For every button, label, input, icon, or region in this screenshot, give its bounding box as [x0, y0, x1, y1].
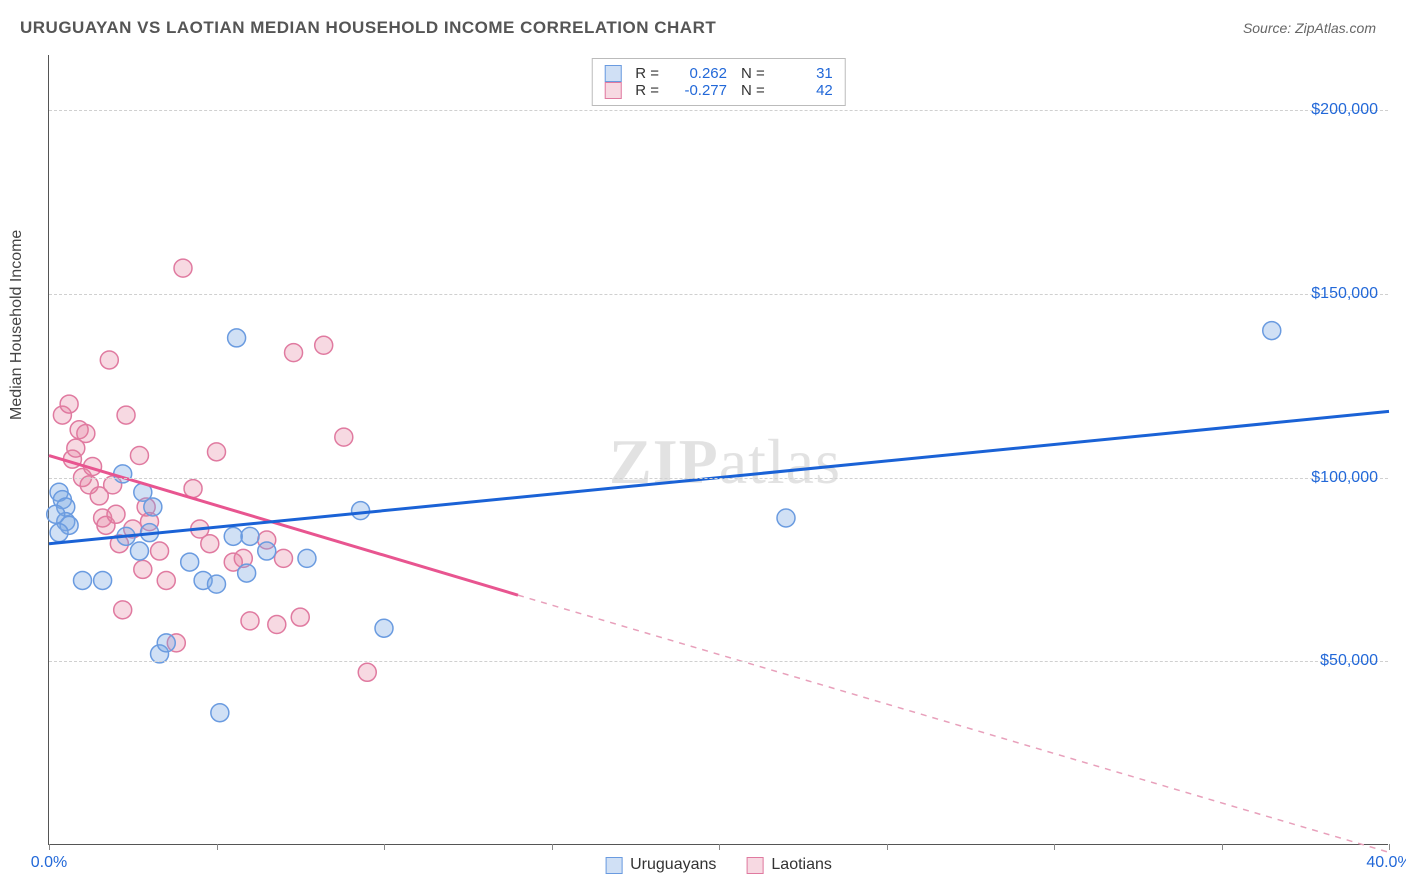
data-point [268, 616, 286, 634]
data-point [224, 527, 242, 545]
swatch-blue-icon [605, 857, 622, 874]
y-tick-label: $100,000 [1311, 469, 1378, 487]
x-tick-mark [887, 844, 888, 850]
x-tick-mark [217, 844, 218, 850]
data-point [241, 612, 259, 630]
x-tick-label: 40.0% [1366, 854, 1406, 872]
source-attribution: Source: ZipAtlas.com [1243, 20, 1376, 36]
data-point [174, 259, 192, 277]
data-point [1263, 322, 1281, 340]
data-point [335, 428, 353, 446]
data-point [285, 344, 303, 362]
legend-label: Uruguayans [630, 856, 716, 874]
x-tick-label: 0.0% [31, 854, 67, 872]
grid-line [49, 294, 1388, 295]
data-point [291, 608, 309, 626]
data-point [114, 601, 132, 619]
x-tick-mark [719, 844, 720, 850]
y-tick-label: $200,000 [1311, 101, 1378, 119]
data-point [375, 619, 393, 637]
chart-area: R = 0.262 N = 31 R = -0.277 N = 42 ZIPat… [48, 55, 1388, 845]
x-tick-mark [384, 844, 385, 850]
y-axis-label: Median Household Income [8, 230, 26, 420]
x-tick-mark [552, 844, 553, 850]
data-point [117, 406, 135, 424]
legend-label: Laotians [771, 856, 832, 874]
data-point [60, 395, 78, 413]
data-point [352, 502, 370, 520]
series-legend: Uruguayans Laotians [605, 856, 832, 874]
data-point [74, 571, 92, 589]
data-point [275, 549, 293, 567]
x-tick-mark [1054, 844, 1055, 850]
data-point [157, 634, 175, 652]
data-point [238, 564, 256, 582]
data-point [208, 575, 226, 593]
data-point [258, 542, 276, 560]
data-point [211, 704, 229, 722]
grid-line [49, 661, 1388, 662]
data-point [157, 571, 175, 589]
data-point [130, 542, 148, 560]
data-point [184, 480, 202, 498]
data-point [94, 571, 112, 589]
data-point [241, 527, 259, 545]
grid-line [49, 478, 1388, 479]
data-point [151, 542, 169, 560]
data-point [77, 424, 95, 442]
data-point [298, 549, 316, 567]
data-point [208, 443, 226, 461]
swatch-pink-icon [746, 857, 763, 874]
data-point [201, 535, 219, 553]
data-point [181, 553, 199, 571]
data-point [134, 560, 152, 578]
data-point [358, 663, 376, 681]
scatter-plot-svg [49, 55, 1388, 844]
data-point [130, 447, 148, 465]
grid-line [49, 110, 1388, 111]
y-tick-label: $150,000 [1311, 285, 1378, 303]
x-tick-mark [1222, 844, 1223, 850]
data-point [50, 524, 68, 542]
data-point [228, 329, 246, 347]
chart-title: URUGUAYAN VS LAOTIAN MEDIAN HOUSEHOLD IN… [20, 18, 716, 38]
legend-item-laotians: Laotians [746, 856, 832, 874]
legend-item-uruguayans: Uruguayans [605, 856, 716, 874]
data-point [107, 505, 125, 523]
data-point [777, 509, 795, 527]
y-tick-label: $50,000 [1320, 652, 1378, 670]
x-tick-mark [49, 844, 50, 850]
data-point [315, 336, 333, 354]
regression-line [518, 595, 1389, 852]
regression-line [49, 456, 518, 596]
data-point [100, 351, 118, 369]
x-tick-mark [1389, 844, 1390, 850]
